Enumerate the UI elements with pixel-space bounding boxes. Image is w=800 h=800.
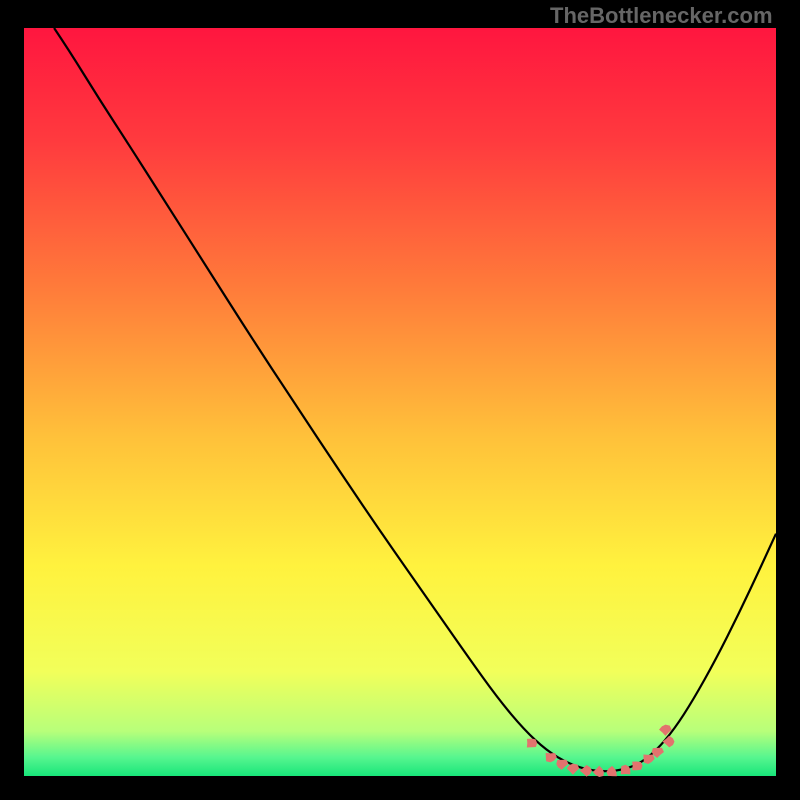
optimal-marker — [632, 762, 642, 771]
optimal-marker — [527, 739, 537, 748]
plot-background — [24, 28, 776, 776]
bottleneck-chart — [0, 0, 800, 800]
watermark-text: TheBottlenecker.com — [550, 3, 773, 29]
